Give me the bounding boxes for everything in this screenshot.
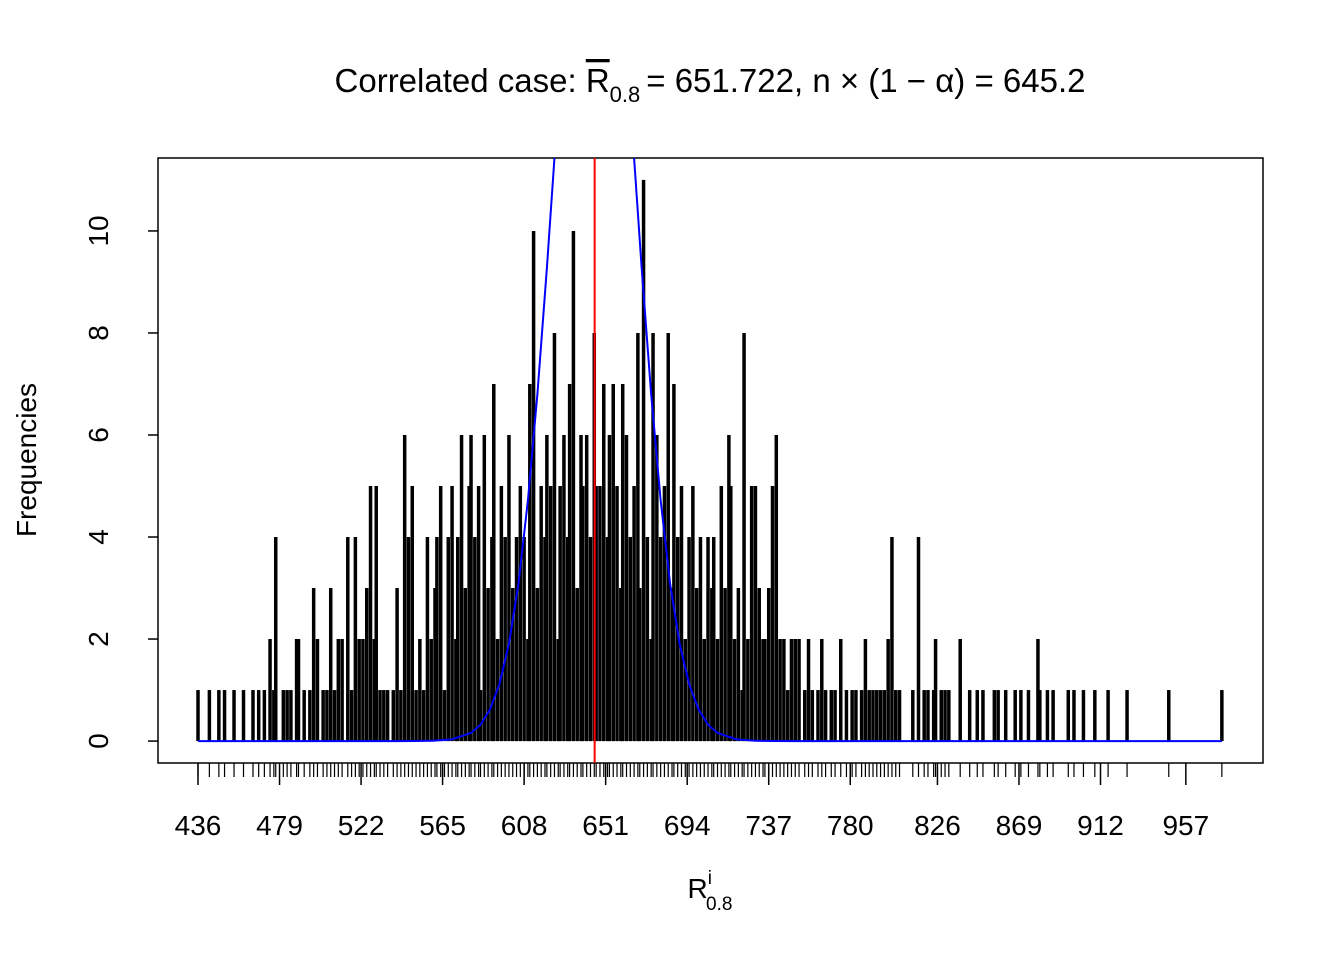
x-tick-label: 869 <box>996 810 1043 841</box>
plot-area <box>196 158 1224 763</box>
x-tick-label: 694 <box>664 810 711 841</box>
x-tick-label: 436 <box>175 810 222 841</box>
y-tick-label: 4 <box>83 529 114 545</box>
y-axis-label: Frequencies <box>11 383 42 537</box>
xlabel-symbol: R <box>688 873 708 904</box>
y-tick-label: 6 <box>83 427 114 443</box>
x-tick-label: 826 <box>914 810 961 841</box>
title-prefix: Correlated case: <box>335 62 577 99</box>
xlabel-subscript: 0.8 <box>706 894 732 915</box>
title-rest: = 651.722, n × (1 − α) = 645.2 <box>646 62 1085 99</box>
y-tick-label: 0 <box>83 733 114 749</box>
x-tick-label: 608 <box>501 810 548 841</box>
x-tick-label: 522 <box>338 810 385 841</box>
title-symbol: R <box>586 62 610 99</box>
title-subscript: 0.8 <box>610 82 641 107</box>
plot-frame <box>157 157 1264 764</box>
x-tick-label: 957 <box>1162 810 1209 841</box>
xlabel-superscript: i <box>708 868 712 889</box>
x-tick-label: 737 <box>745 810 792 841</box>
x-tick-label: 912 <box>1077 810 1124 841</box>
y-tick-label: 10 <box>83 215 114 246</box>
x-tick-label: 780 <box>827 810 874 841</box>
x-axis-label: Ri 0.8 <box>688 868 733 915</box>
x-tick-label: 479 <box>256 810 303 841</box>
y-tick-label: 8 <box>83 325 114 341</box>
density-curve <box>198 158 1222 743</box>
x-tick-label: 565 <box>419 810 466 841</box>
chart-title: Correlated case: R0.8 = 651.722, n × (1 −… <box>335 62 1086 107</box>
x-tick-label: 651 <box>582 810 629 841</box>
y-tick-label: 2 <box>83 631 114 647</box>
